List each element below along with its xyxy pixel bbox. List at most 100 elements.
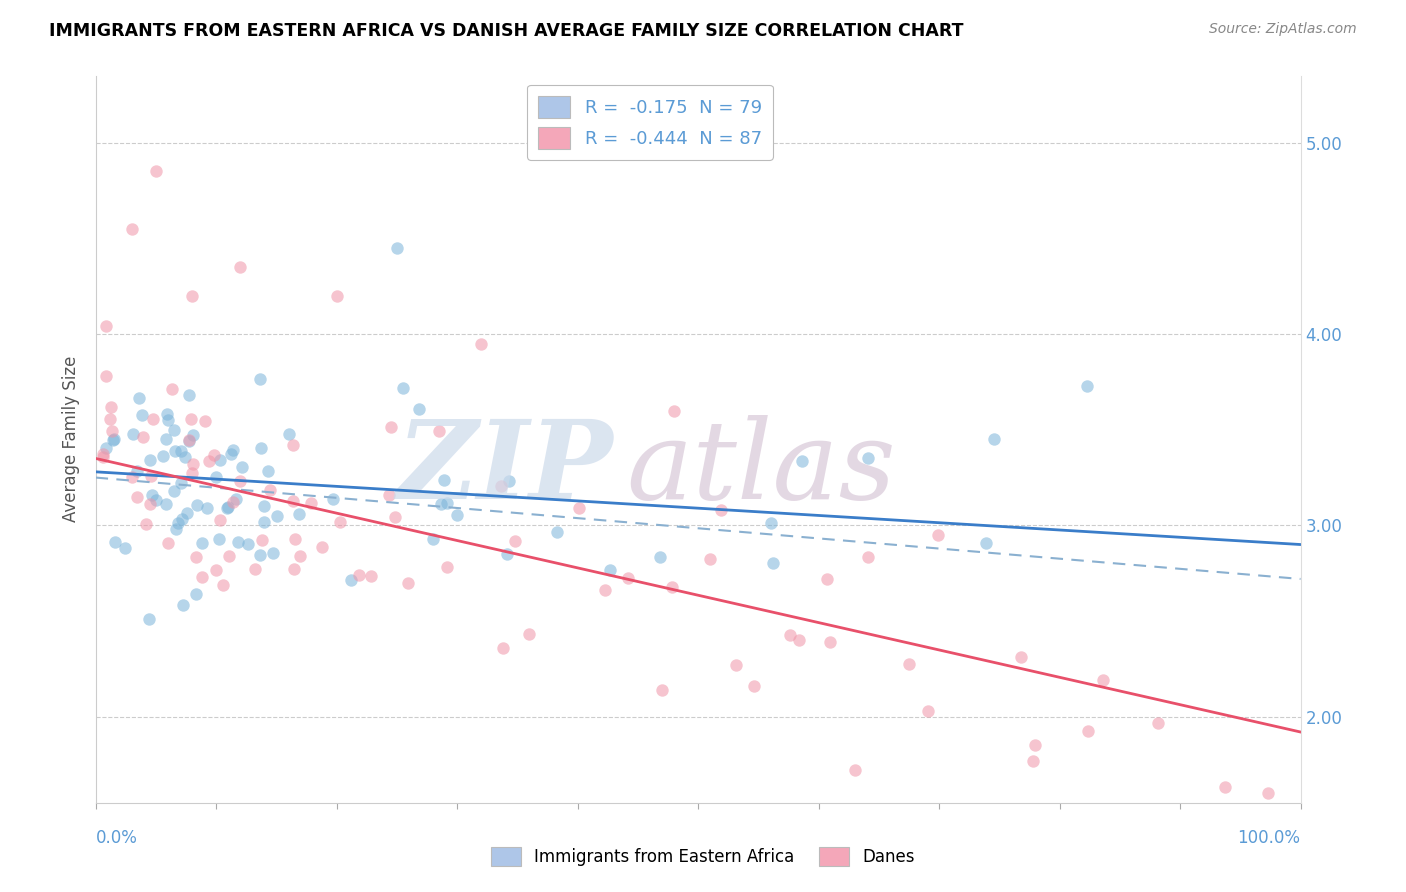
Point (546, 525, 568, 540)
Point (121, 222, 143, 236)
Text: ZIP: ZIP (396, 415, 614, 522)
Point (1010, 649, 1032, 664)
Point (211, 578, 233, 592)
Point (648, 550, 671, 565)
Point (104, 535, 127, 549)
Point (699, 552, 721, 566)
Point (165, 443, 187, 458)
Point (172, 599, 194, 613)
Point (249, 441, 271, 455)
Point (1213, 780, 1236, 794)
Point (503, 534, 526, 549)
Point (661, 580, 683, 594)
Point (498, 474, 520, 488)
Point (127, 464, 149, 478)
Point (190, 570, 212, 584)
Point (142, 412, 165, 426)
Point (156, 407, 179, 421)
Point (181, 457, 204, 471)
Point (226, 535, 249, 549)
Point (262, 546, 284, 560)
Point (974, 536, 997, 550)
Point (253, 515, 276, 529)
Point (759, 516, 782, 531)
Point (983, 432, 1005, 446)
Point (205, 563, 228, 577)
Point (169, 476, 191, 491)
Point (378, 488, 401, 502)
Point (139, 453, 162, 467)
Point (184, 587, 207, 601)
Point (858, 549, 880, 564)
Point (433, 473, 456, 487)
Point (174, 450, 197, 464)
Point (103, 433, 125, 447)
Point (1022, 754, 1045, 768)
Point (470, 336, 492, 351)
Point (131, 408, 153, 422)
Point (1092, 673, 1115, 688)
Point (209, 453, 232, 467)
Point (266, 508, 288, 523)
Point (194, 414, 217, 428)
Point (190, 536, 212, 550)
Point (98, 412, 121, 426)
Point (202, 448, 225, 462)
Point (593, 582, 616, 597)
Point (422, 532, 444, 546)
Point (322, 491, 344, 506)
Point (287, 508, 309, 522)
Point (100, 400, 122, 414)
Point (256, 464, 278, 478)
Point (205, 470, 228, 484)
Text: 100.0%: 100.0% (1237, 829, 1301, 847)
Point (163, 423, 186, 437)
Point (121, 470, 143, 484)
Text: atlas: atlas (626, 415, 896, 522)
Point (243, 562, 266, 576)
Point (141, 469, 163, 483)
Point (179, 434, 201, 449)
Point (762, 556, 785, 570)
Point (219, 447, 242, 461)
Point (139, 497, 162, 511)
Point (114, 541, 136, 555)
Point (283, 562, 305, 576)
Point (209, 512, 232, 526)
Point (489, 479, 512, 493)
Point (742, 679, 765, 693)
Point (492, 640, 515, 655)
Point (218, 549, 240, 563)
Point (1257, 786, 1279, 800)
Point (259, 483, 281, 497)
Point (347, 567, 370, 582)
Point (436, 496, 458, 510)
Y-axis label: Average Family Size: Average Family Size (62, 356, 80, 523)
Point (283, 494, 305, 508)
Point (436, 560, 458, 574)
Point (339, 573, 361, 587)
Point (1076, 379, 1098, 393)
Point (160, 382, 183, 396)
Point (135, 516, 157, 531)
Point (396, 575, 419, 590)
Point (844, 764, 866, 778)
Point (198, 454, 221, 468)
Point (790, 454, 813, 468)
Point (181, 428, 204, 442)
Point (145, 164, 167, 178)
Point (170, 512, 193, 526)
Point (122, 426, 145, 441)
Point (157, 536, 180, 550)
Point (127, 490, 149, 504)
Point (360, 569, 382, 583)
Point (1147, 716, 1170, 731)
Point (186, 498, 208, 512)
Point (815, 572, 838, 586)
Point (856, 450, 879, 465)
Point (710, 502, 733, 516)
Legend: R =  -0.175  N = 79, R =  -0.444  N = 87: R = -0.175 N = 79, R = -0.444 N = 87 (527, 85, 773, 160)
Point (329, 515, 352, 529)
Text: 0.0%: 0.0% (96, 829, 138, 847)
Point (217, 500, 239, 515)
